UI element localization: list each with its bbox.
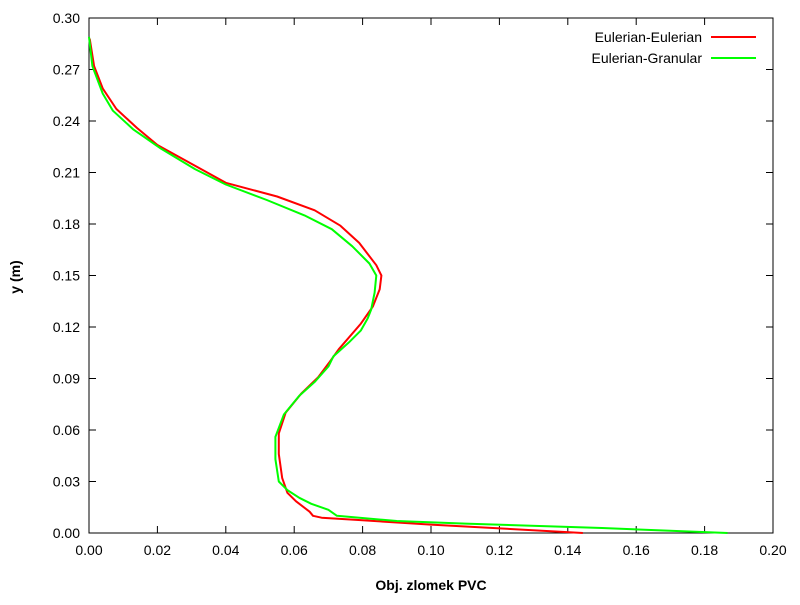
x-tick-label: 0.02 xyxy=(144,542,171,558)
y-tick-label: 0.27 xyxy=(53,62,80,78)
legend-label-1: Eulerian-Eulerian xyxy=(595,29,702,45)
x-tick-label: 0.10 xyxy=(417,542,444,558)
x-tick-label: 0.20 xyxy=(759,542,786,558)
y-tick-label: 0.15 xyxy=(53,268,80,284)
plot-frame xyxy=(88,17,774,534)
x-tick-label: 0.08 xyxy=(349,542,376,558)
legend: Eulerian-Eulerian Eulerian-Granular xyxy=(592,29,756,66)
x-tick-label: 0.04 xyxy=(212,542,239,558)
y-tick-label: 0.12 xyxy=(53,319,80,335)
y-tick-label: 0.21 xyxy=(53,165,80,181)
series-line-1 xyxy=(88,38,583,534)
y-axis-label: y (m) xyxy=(7,260,23,293)
y-tick-label: 0.06 xyxy=(53,422,80,438)
y-tick-label: 0.00 xyxy=(53,525,80,541)
y-tick-label: 0.03 xyxy=(53,474,80,490)
x-tick-label: 0.12 xyxy=(486,542,513,558)
legend-label-2: Eulerian-Granular xyxy=(592,50,703,66)
x-axis-label: Obj. zlomek PVC xyxy=(375,577,486,593)
y-tick-label: 0.30 xyxy=(53,10,80,26)
x-tick-label: 0.16 xyxy=(623,542,650,558)
series-line-2 xyxy=(88,36,728,534)
x-tick-label: 0.18 xyxy=(691,542,718,558)
y-tick-label: 0.09 xyxy=(53,371,80,387)
y-tick-label: 0.18 xyxy=(53,216,80,232)
x-tick-label: 0.00 xyxy=(75,542,102,558)
x-tick-label: 0.14 xyxy=(554,542,581,558)
x-tick-label: 0.06 xyxy=(281,542,308,558)
y-tick-label: 0.24 xyxy=(53,113,80,129)
